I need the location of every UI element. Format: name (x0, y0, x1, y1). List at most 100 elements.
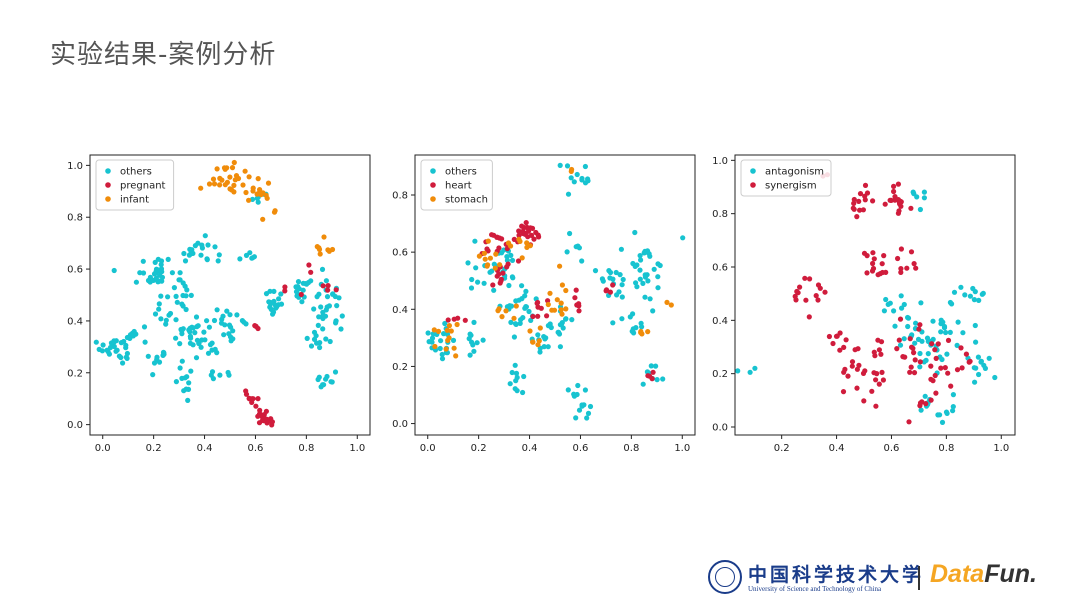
scatter-point-stomach (435, 328, 442, 334)
legend-label-stomach: stomach (445, 195, 488, 206)
scatter-point-antagonism (930, 318, 936, 324)
scatter-point-heart (603, 287, 610, 293)
scatter-point-synergism (869, 388, 875, 394)
scatter-point-pregnant (253, 403, 259, 409)
scatter-point-synergism (907, 369, 913, 375)
scatter-point-infant (321, 234, 327, 240)
scatter-point-others (567, 230, 573, 237)
scatter-point-synergism (911, 350, 917, 356)
scatter-point-stomach (668, 302, 674, 308)
scatter-point-synergism (826, 333, 832, 340)
scatter-point-synergism (833, 333, 840, 339)
scatter-point-others (100, 342, 106, 348)
scatter-point-antagonism (941, 323, 948, 330)
scatter-point-others (473, 265, 479, 271)
scatter-point-others (212, 244, 218, 250)
scatter-point-synergism (908, 249, 915, 255)
scatter-point-infant (260, 216, 266, 222)
scatter-point-stomach (524, 244, 530, 250)
scatter-point-antagonism (917, 350, 923, 357)
scatter-point-others (523, 304, 529, 310)
scatter-point-heart (485, 248, 491, 254)
scatter-point-antagonism (881, 308, 887, 314)
scatter-point-others (655, 274, 661, 280)
scatter-point-others (333, 320, 339, 326)
scatter-point-others (198, 252, 204, 258)
scatter-point-infant (265, 180, 272, 186)
scatter-point-antagonism (899, 305, 905, 311)
scatter-point-synergism (912, 357, 918, 363)
scatter-point-synergism (851, 196, 857, 203)
y-tick-label: 0.0 (392, 419, 408, 430)
scatter-point-antagonism (950, 404, 956, 410)
scatter-point-others (118, 354, 124, 361)
scatter-point-synergism (932, 347, 938, 353)
scatter-point-heart (504, 264, 510, 270)
scatter-point-synergism (795, 290, 801, 296)
scatter-point-synergism (864, 270, 870, 276)
scatter-point-others (156, 301, 162, 307)
scatter-point-others (305, 279, 312, 286)
scatter-point-others (278, 291, 284, 297)
scatter-point-others (472, 238, 478, 244)
scatter-point-others (467, 352, 473, 358)
scatter-point-synergism (807, 276, 813, 282)
scatter-point-others (633, 325, 639, 331)
y-tick-label: 0.2 (67, 368, 83, 379)
scatter-point-antagonism (982, 365, 988, 371)
scatter-point-synergism (876, 381, 882, 387)
scatter-point-stomach (547, 290, 553, 296)
scatter-point-infant (219, 177, 225, 183)
scatter-point-antagonism (980, 290, 986, 296)
scatter-point-others (569, 317, 575, 323)
scatter-point-others (573, 415, 579, 421)
scatter-point-stomach (505, 240, 512, 246)
scatter-point-others (332, 369, 339, 375)
scatter-point-synergism (954, 367, 961, 373)
x-tick-label: 0.2 (146, 443, 162, 454)
scatter-point-others (535, 332, 541, 338)
scatter-point-synergism (932, 372, 938, 379)
scatter-point-others (177, 365, 183, 371)
scatter-point-antagonism (972, 379, 978, 385)
scatter-point-heart (531, 236, 537, 242)
scatter-point-stomach (503, 308, 509, 314)
x-tick-label: 0.4 (522, 443, 538, 454)
scatter-point-stomach (493, 251, 499, 257)
scatter-point-others (188, 368, 194, 374)
scatter-point-others (230, 328, 236, 334)
scatter-point-others (304, 335, 310, 341)
scatter-point-synergism (879, 261, 885, 267)
scatter-point-others (441, 331, 447, 337)
scatter-point-heart (496, 235, 502, 241)
scatter-point-synergism (958, 345, 964, 351)
scatter-point-antagonism (925, 351, 931, 357)
scatter-point-others (512, 362, 518, 368)
scatter-point-others (568, 175, 574, 181)
scatter-point-others (174, 299, 180, 305)
scatter-point-others (523, 288, 529, 294)
scatter-point-others (579, 258, 585, 264)
scatter-point-infant (250, 185, 256, 191)
scatter-point-synergism (945, 337, 952, 343)
scatter-point-synergism (870, 250, 876, 256)
scatter-point-others (111, 267, 117, 274)
scatter-point-others (158, 262, 164, 268)
scatter-point-synergism (896, 337, 902, 343)
scatter-point-others (545, 344, 551, 350)
scatter-point-antagonism (971, 365, 977, 371)
scatter-point-others (469, 276, 475, 283)
scatter-point-infant (317, 251, 323, 257)
scatter-point-synergism (822, 289, 828, 295)
scatter-point-synergism (840, 389, 847, 395)
scatter-point-antagonism (939, 356, 945, 363)
scatter-point-others (308, 343, 315, 349)
scatter-point-stomach (545, 301, 551, 308)
scatter-point-others (509, 274, 515, 280)
scatter-point-synergism (882, 201, 888, 207)
scatter-point-others (564, 163, 571, 169)
scatter-point-others (475, 279, 481, 285)
scatter-point-others (187, 334, 194, 340)
scatter-point-others (93, 339, 99, 345)
legend: antagonism synergism (740, 159, 832, 197)
